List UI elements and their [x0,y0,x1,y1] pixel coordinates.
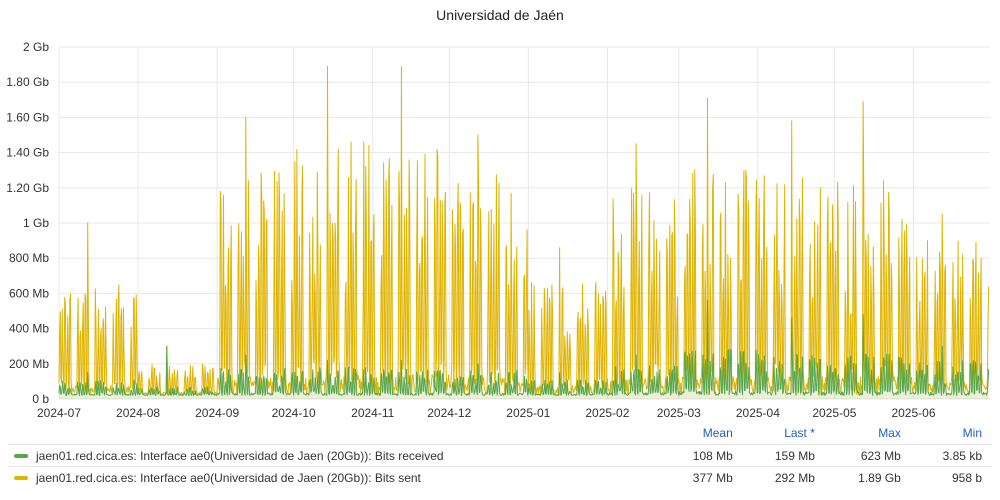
legend-max-value: 1.89 Gb [824,466,911,488]
y-tick-label: 200 Mb [9,357,49,371]
legend-series-name[interactable]: jaen01.red.cica.es: Interface ae0(Univer… [36,448,444,463]
legend-mean-value: 377 Mb [660,466,743,488]
y-tick-label: 800 Mb [9,251,49,265]
x-tick-label: 2024-09 [195,406,239,420]
series-line-bits-received [58,299,990,396]
legend-swatch-sent [14,476,28,481]
legend-mean-value: 108 Mb [660,444,743,467]
y-tick-label: 1.60 Gb [6,110,49,124]
x-tick-label: 2025-03 [657,406,701,420]
legend-max-value: 623 Mb [824,444,911,467]
y-tick-label: 1.40 Gb [6,146,49,160]
x-tick-label: 2025-04 [736,406,780,420]
legend-header-name [8,422,661,445]
series-area-bits-sent [59,66,989,400]
chart-title: Universidad de Jaén [436,7,564,23]
legend-table: Mean Last * Max Min jaen01.red.cica.es: … [8,422,992,488]
legend-last-value: 159 Mb [742,444,825,467]
legend-swatch-received [14,454,28,459]
y-tick-label: 400 Mb [9,322,49,336]
x-tick-label: 2024-12 [427,406,471,420]
x-axis: 2024-07 2024-08 2024-09 2024-10 2024-11 2024-… [37,406,936,420]
y-tick-label: 2 Gb [23,40,49,54]
series-lines [58,65,990,396]
y-axis: 0 b 200 Mb 400 Mb 600 Mb 800 Mb 1 Gb 1.20 Gb 1.… [6,40,49,406]
legend-header-last[interactable]: Last * [784,426,815,440]
legend-row-bits-received[interactable]: jaen01.red.cica.es: Interface ae0(Univer… [8,444,992,467]
legend-header-min[interactable]: Min [962,426,982,440]
x-tick-label: 2024-07 [37,406,81,420]
x-tick-label: 2025-05 [812,406,856,420]
legend-header-max[interactable]: Max [878,426,901,440]
y-tick-label: 1 Gb [23,216,49,230]
y-tick-label: 1.20 Gb [6,181,49,195]
x-tick-label: 2025-02 [585,406,629,420]
x-tick-label: 2024-10 [272,406,316,420]
series-line-bits-sent [58,65,990,396]
timeseries-chart[interactable]: 0 b 200 Mb 400 Mb 600 Mb 800 Mb 1 Gb 1.20 Gb 1.… [0,0,1000,420]
y-tick-label: 600 Mb [9,286,49,300]
legend-last-value: 292 Mb [742,466,825,488]
legend-row-bits-sent[interactable]: jaen01.red.cica.es: Interface ae0(Univer… [8,466,992,488]
x-tick-label: 2024-08 [116,406,160,420]
y-tick-label: 1.80 Gb [6,75,49,89]
legend-min-value: 958 b [910,466,992,488]
x-tick-label: 2025-01 [506,406,550,420]
x-tick-label: 2025-06 [891,406,935,420]
legend-header-mean[interactable]: Mean [702,426,733,440]
legend-min-value: 3.85 kb [910,444,992,467]
x-tick-label: 2024-11 [351,406,394,420]
legend-series-name[interactable]: jaen01.red.cica.es: Interface ae0(Univer… [36,470,421,485]
y-tick-label: 0 b [32,392,49,406]
